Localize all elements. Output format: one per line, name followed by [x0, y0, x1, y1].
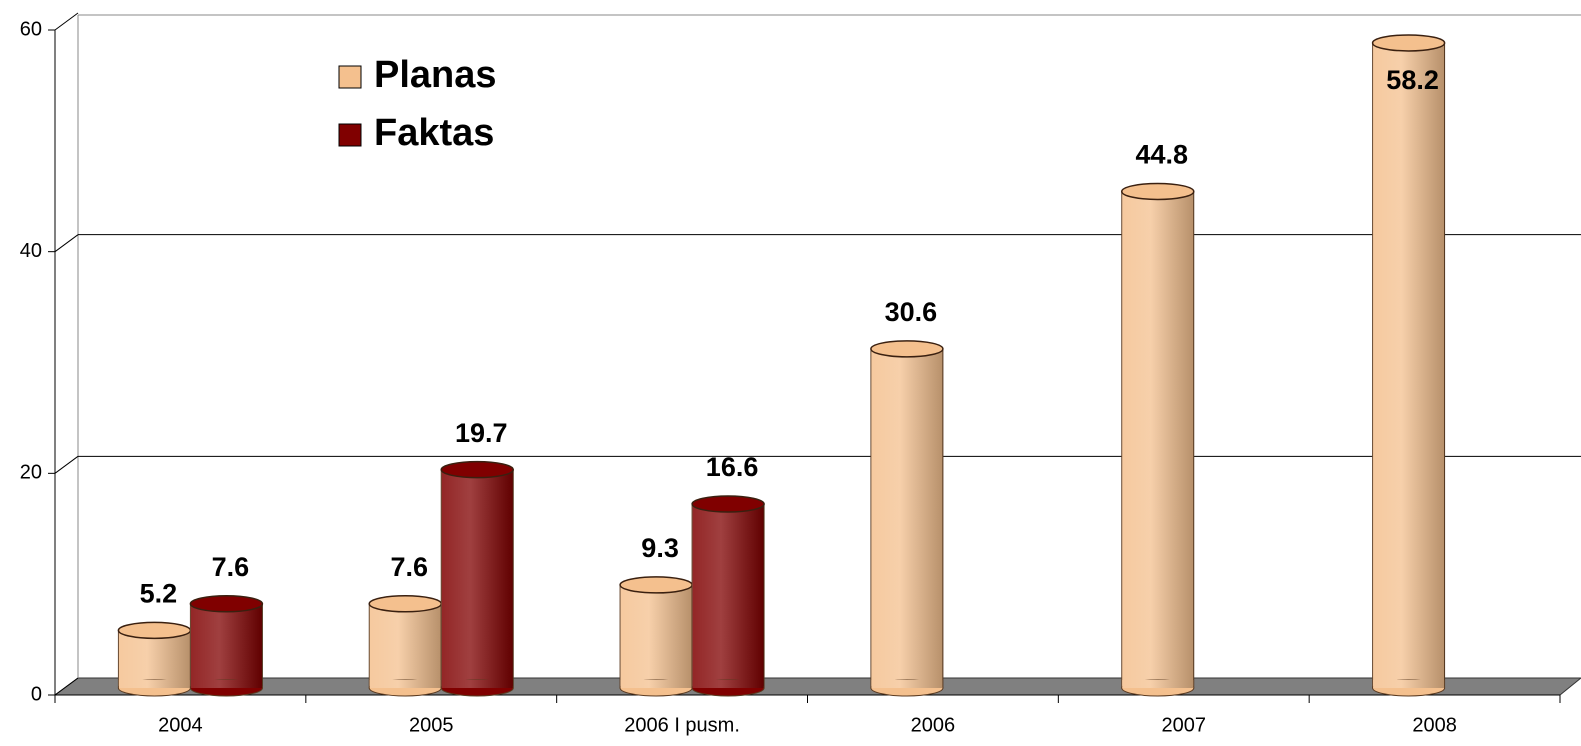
bar-top: [117, 621, 192, 640]
y-tick-label: 0: [31, 683, 42, 705]
bar-base-shade: [871, 680, 943, 688]
bar-shade: [870, 348, 943, 688]
bar-top: [1121, 182, 1195, 201]
bar-base-shade: [441, 680, 513, 688]
bar-shade: [1121, 191, 1194, 688]
bar-top: [440, 460, 514, 479]
value-label: 30.6: [885, 297, 938, 327]
bar-shade: [1372, 42, 1445, 688]
bar-top: [1371, 34, 1446, 52]
bar-top: [368, 595, 442, 613]
legend-label: Planas: [374, 54, 497, 96]
y-tick-label: 20: [20, 462, 42, 484]
bar-shade: [620, 584, 693, 688]
value-label: 44.8: [1135, 140, 1188, 170]
bar-base-shade: [118, 680, 190, 688]
value-label: 9.3: [641, 533, 679, 563]
value-label: 19.7: [455, 418, 508, 448]
bar-shade: [692, 504, 765, 688]
bar-shade: [441, 469, 514, 688]
depth-line: [54, 12, 79, 31]
x-tick-label: 2006: [911, 714, 956, 736]
bar-shade: [190, 603, 263, 688]
legend-swatch: [338, 123, 362, 147]
bar-base-shade: [1122, 680, 1194, 688]
depth-line: [54, 234, 79, 253]
bar-base-shade: [369, 680, 441, 688]
y-tick-label: 60: [20, 18, 42, 40]
x-tick-label: 2008: [1412, 714, 1457, 736]
floor: [53, 677, 1581, 696]
value-label: 58.2: [1386, 65, 1439, 95]
value-label: 5.2: [140, 578, 178, 608]
bar-shade: [369, 603, 442, 688]
bar-shade: [118, 630, 191, 688]
y-tick-label: 40: [20, 240, 42, 262]
legend-swatch: [338, 65, 362, 89]
depth-line: [54, 455, 79, 474]
value-label: 7.6: [212, 552, 250, 582]
bar-top: [870, 340, 944, 358]
bar-top: [189, 595, 264, 613]
bar-top: [619, 576, 693, 594]
bar-top: [691, 495, 765, 513]
legend-label: Faktas: [374, 112, 494, 154]
bar-base-shade: [190, 680, 262, 688]
bar-base-shade: [620, 680, 692, 688]
x-tick-label: 2004: [158, 714, 203, 736]
bar-base-shade: [1373, 680, 1445, 688]
depth-line: [54, 677, 79, 696]
x-tick-label: 2007: [1162, 714, 1207, 736]
value-label: 7.6: [390, 552, 428, 582]
x-tick-label: 2005: [409, 714, 454, 736]
bar-base-shade: [692, 680, 764, 688]
value-label: 16.6: [706, 452, 759, 482]
x-tick-label: 2006 I pusm.: [624, 714, 740, 736]
